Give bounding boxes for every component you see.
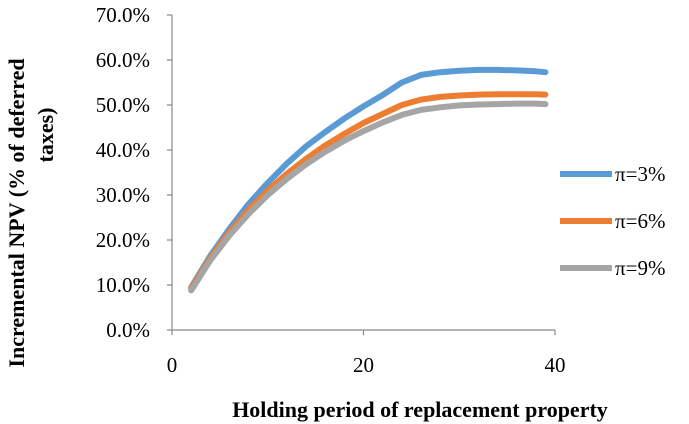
y-tick-label: 70.0% [96, 3, 150, 27]
x-tick-label: 20 [353, 353, 374, 377]
legend-label-1: π=3% [615, 162, 665, 186]
x-tick-labels: 0 20 40 [167, 353, 566, 377]
legend: π=3% π=6% π=9% [560, 162, 665, 280]
series-line-3 [188, 100, 549, 294]
y-tick-label: 20.0% [96, 228, 150, 252]
x-tick-label: 40 [545, 353, 566, 377]
y-tick-label: 0.0% [106, 318, 150, 342]
y-tick-label: 50.0% [96, 93, 150, 117]
x-tick-label: 0 [167, 353, 178, 377]
y-tick-label: 10.0% [96, 273, 150, 297]
y-tick-label: 30.0% [96, 183, 150, 207]
series-line-1 [188, 66, 549, 291]
y-axis-title-line-1: Incremental NPV (% of deferred [4, 58, 29, 367]
y-tick-labels: 0.0% 10.0% 20.0% 30.0% 40.0% 50.0% 60.0% 70.0% [96, 3, 150, 342]
y-tick-label: 40.0% [96, 138, 150, 162]
legend-label-3: π=9% [615, 256, 665, 280]
y-tick-label: 60.0% [96, 48, 150, 72]
y-axis-title-line-2: taxes) [33, 108, 58, 163]
y-axis-title: Incremental NPV (% of deferred taxes) [4, 58, 58, 367]
series-line-2 [188, 91, 549, 292]
axes [167, 14, 556, 335]
x-axis-title: Holding period of replacement property [232, 397, 608, 422]
series-lines [188, 66, 549, 294]
legend-label-2: π=6% [615, 209, 665, 233]
